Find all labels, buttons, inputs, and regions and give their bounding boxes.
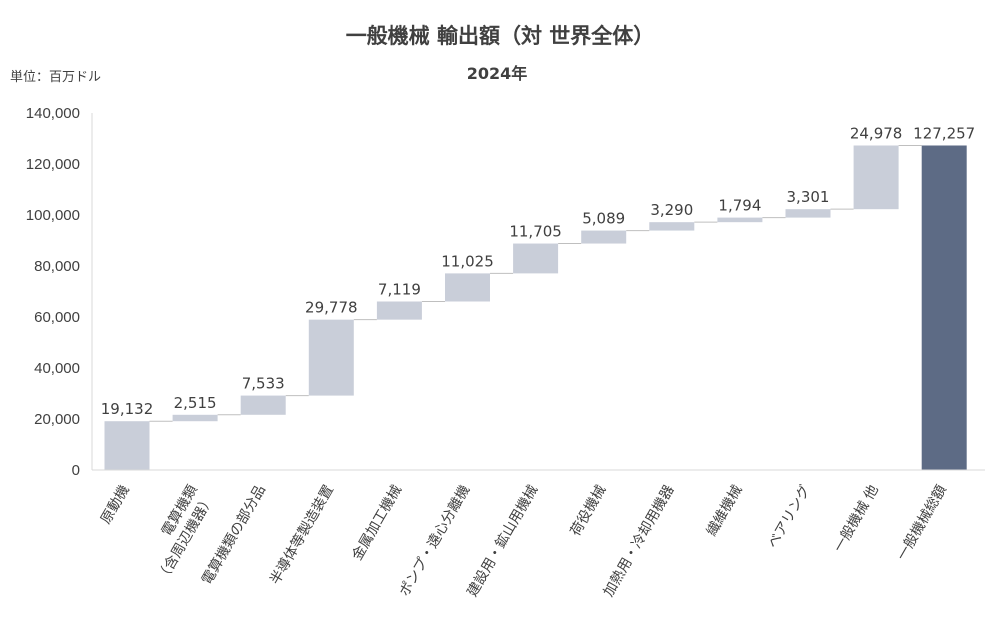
x-category-label: 一般機械 他	[831, 483, 882, 555]
increment-bar	[445, 273, 490, 302]
data-label: 11,025	[441, 252, 494, 270]
x-category-label: 繊維機械	[704, 483, 746, 539]
increment-bar	[376, 301, 422, 320]
x-category-label: 建設用・鉱山用機械	[464, 482, 542, 600]
increment-bar	[785, 209, 831, 218]
increment-bar	[172, 414, 218, 422]
increment-bar	[104, 421, 150, 470]
svg-text:ベアリング: ベアリング	[765, 483, 814, 552]
x-category-line: 一般機械総額	[894, 483, 950, 564]
data-label: 3,301	[787, 188, 830, 206]
x-category-line: 建設用・鉱山用機械	[464, 482, 542, 600]
x-category-label: 加熱用・冷却用機器	[601, 483, 678, 600]
y-axis: 0 20,000 40,000 60,000 80,000 100,000 120,000 1…	[26, 105, 93, 479]
unit-label: 単位：百万ドル	[10, 69, 101, 85]
y-tick-label: 40,000	[34, 360, 80, 377]
x-category-line: 繊維機械	[704, 483, 746, 539]
data-label: 1,794	[718, 197, 761, 215]
svg-text:加熱用・冷却用機器: 加熱用・冷却用機器	[601, 483, 678, 600]
data-label: 7,119	[378, 281, 421, 299]
data-label: 19,132	[101, 400, 154, 418]
increment-bar	[649, 222, 695, 231]
svg-text:一般機械総額: 一般機械総額	[894, 483, 950, 564]
data-label: 5,089	[582, 210, 625, 228]
increment-bar	[717, 217, 763, 223]
x-category-label: 一般機械総額	[894, 483, 950, 564]
x-category-line: ベアリング	[765, 483, 814, 552]
total-bar	[921, 145, 967, 471]
y-tick-label: 140,000	[26, 105, 80, 122]
y-tick-label: 120,000	[26, 156, 80, 173]
x-category-line: 加熱用・冷却用機器	[601, 483, 678, 600]
x-category-label: ポンプ・遠心分離機	[396, 482, 474, 599]
x-category-line: 一般機械 他	[831, 483, 882, 555]
increment-bar	[240, 395, 286, 415]
connector-lines	[149, 144, 922, 422]
y-tick-label: 80,000	[34, 258, 80, 275]
y-tick-label: 20,000	[34, 411, 80, 428]
chart-subtitle: 2024年	[467, 64, 528, 83]
data-label: 24,978	[850, 124, 903, 142]
svg-text:半導体等製造装置: 半導体等製造装置	[266, 482, 337, 587]
increment-bar	[513, 243, 559, 274]
data-label: 29,778	[305, 299, 358, 317]
x-category-line: 金属加工機械	[349, 483, 405, 564]
data-label: 11,705	[509, 223, 562, 241]
svg-text:金属加工機械: 金属加工機械	[349, 483, 405, 564]
y-tick-label: 0	[72, 462, 80, 479]
data-label: 3,290	[650, 201, 693, 219]
y-tick-label: 100,000	[26, 207, 80, 224]
data-label: 7,533	[242, 375, 285, 393]
x-category-line: 荷役機械	[568, 483, 610, 539]
increment-bar	[308, 319, 354, 396]
x-category-line: ポンプ・遠心分離機	[396, 482, 474, 599]
svg-text:ポンプ・遠心分離機: ポンプ・遠心分離機	[396, 482, 474, 599]
x-category-label: 荷役機械	[568, 483, 610, 539]
x-category-label: 原動機	[98, 483, 133, 527]
increment-bar	[853, 145, 899, 210]
data-label: 127,257	[913, 124, 975, 142]
svg-text:原動機: 原動機	[98, 483, 133, 527]
chart-title: 一般機械 輸出額（対 世界全体）	[346, 24, 655, 48]
svg-text:建設用・鉱山用機械: 建設用・鉱山用機械	[464, 482, 542, 600]
svg-text:一般機械 他: 一般機械 他	[831, 483, 882, 555]
x-category-line: 原動機	[98, 483, 133, 527]
y-tick-label: 60,000	[34, 309, 80, 326]
data-label: 2,515	[174, 394, 217, 412]
svg-text:荷役機械: 荷役機械	[568, 483, 610, 539]
svg-text:繊維機械: 繊維機械	[704, 483, 746, 539]
x-category-label: ベアリング	[765, 483, 814, 552]
bars	[104, 145, 967, 471]
x-category-line: 半導体等製造装置	[266, 482, 337, 587]
increment-bar	[581, 230, 627, 244]
x-category-label: 半導体等製造装置	[266, 482, 337, 587]
x-category-label: 金属加工機械	[349, 483, 405, 564]
data-labels: 19,132 2,515 7,533 29,778 7,119 11,025 11,705 5…	[101, 124, 975, 418]
